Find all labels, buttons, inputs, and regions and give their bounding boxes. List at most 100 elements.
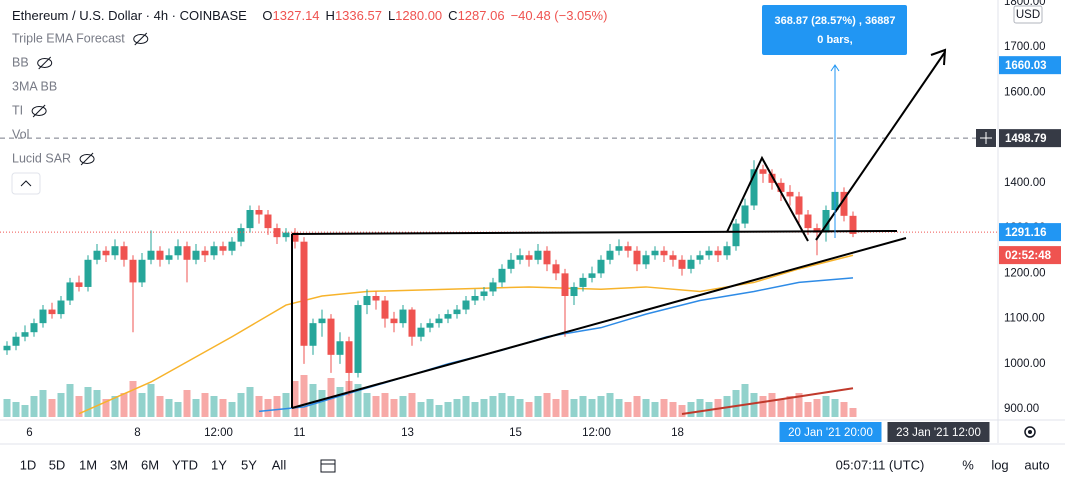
y-tick-label: 1200.00 — [1004, 267, 1046, 279]
symbol-legend: Ethereum / U.S. Dollar · 4h · COINBASE O… — [12, 8, 607, 23]
candle-body — [201, 250, 209, 256]
candle-body — [714, 250, 722, 256]
volume-bar — [795, 393, 803, 417]
range-button[interactable]: All — [272, 457, 287, 472]
settings-icon[interactable] — [1024, 426, 1036, 438]
time-label-box — [779, 422, 882, 442]
candle-body — [588, 273, 596, 278]
ohlc-value: 1327.14 — [273, 8, 320, 23]
volume-bar — [615, 399, 623, 417]
candle-body — [327, 318, 335, 355]
candle-body — [57, 300, 65, 315]
volume-bar — [507, 396, 515, 417]
volume-bar — [417, 402, 425, 417]
volume-bar — [822, 396, 830, 417]
volume-bar — [813, 399, 821, 417]
volume-bar — [453, 399, 461, 417]
candle-body — [435, 318, 443, 324]
volume-bar — [12, 402, 20, 417]
x-tick-label: 13 — [401, 427, 414, 439]
hidden-icon[interactable] — [79, 152, 95, 166]
range-button[interactable]: YTD — [172, 457, 198, 472]
volume-bar — [831, 399, 839, 417]
price-label: 1291.16 — [1005, 227, 1047, 239]
hidden-icon[interactable] — [133, 32, 149, 46]
range-button[interactable]: 5Y — [241, 457, 257, 472]
currency-box[interactable] — [1013, 5, 1043, 24]
ohlc-key: L — [388, 8, 395, 23]
candle-body — [624, 246, 632, 251]
volume-bar — [309, 384, 317, 417]
candle-body — [120, 246, 128, 260]
volume-bar — [363, 393, 371, 417]
candle-body — [579, 277, 587, 287]
range-button[interactable]: 1M — [79, 457, 97, 472]
candle-body — [165, 255, 173, 260]
range-button[interactable]: 5D — [49, 457, 66, 472]
volume-bar — [552, 399, 560, 417]
volume-bar — [138, 393, 146, 417]
indicator-name: Lucid SAR — [12, 151, 71, 165]
candle-body — [651, 250, 659, 256]
range-button[interactable]: 1Y — [211, 457, 227, 472]
candle-body — [777, 182, 785, 192]
candle-body — [561, 273, 569, 296]
candle-body — [489, 282, 497, 292]
y-tick-label: 1800.00 — [1004, 0, 1046, 8]
candle-body — [156, 250, 164, 260]
volume-average — [681, 387, 854, 415]
ohlc-value: 1280.00 — [395, 8, 442, 23]
candle-body — [282, 232, 290, 238]
volume-bar — [804, 402, 812, 417]
range-button[interactable]: 1D — [20, 457, 37, 472]
volume-bar — [219, 399, 227, 417]
y-tick-label: 1100.00 — [1004, 313, 1045, 325]
scale-option[interactable]: log — [991, 457, 1008, 472]
candle-body — [732, 223, 740, 247]
volume-bar — [210, 396, 218, 417]
candle-body — [471, 295, 479, 301]
volume-bar — [129, 381, 137, 417]
scale-option[interactable]: auto — [1024, 457, 1049, 472]
candle-body — [741, 205, 749, 224]
price-label-box — [999, 223, 1061, 242]
ohlc-key: C — [448, 8, 457, 23]
volume-bar — [183, 390, 191, 417]
candle-body — [93, 250, 101, 260]
candle-body — [183, 246, 191, 260]
volume-bar — [570, 399, 578, 417]
candle-body — [192, 250, 200, 260]
candle-body — [111, 246, 119, 256]
candle-body — [138, 259, 146, 283]
range-button[interactable]: 3M — [110, 457, 128, 472]
scale-option[interactable]: % — [962, 457, 974, 472]
volume-bar — [390, 399, 398, 417]
eye-slash — [134, 32, 148, 46]
candle-body — [336, 341, 344, 355]
countdown: 02:52:48 — [1005, 250, 1052, 262]
volume-bar — [372, 396, 380, 417]
volume-bar — [471, 402, 479, 417]
hidden-icon[interactable] — [31, 104, 47, 118]
candle-body — [804, 214, 812, 229]
resistance-line — [291, 230, 898, 235]
volume-bar — [489, 396, 497, 417]
date-range-icon[interactable] — [320, 459, 336, 473]
hidden-icon[interactable] — [37, 56, 53, 70]
symbol: Ethereum / U.S. Dollar · 4h · COINBASE — [12, 8, 247, 23]
volume-bar — [300, 375, 308, 417]
volume-bar — [147, 384, 155, 417]
x-tick-label: 6 — [26, 427, 32, 439]
volume-bar — [687, 402, 695, 417]
candle-body — [813, 228, 821, 233]
moving-average — [78, 254, 854, 415]
candle-body — [264, 214, 272, 229]
collapse-button[interactable] — [11, 172, 41, 195]
volume-bar — [75, 396, 83, 417]
support-line — [291, 237, 907, 409]
volume-bar — [651, 402, 659, 417]
y-tick-label: 1600.00 — [1004, 86, 1046, 98]
candle-body — [408, 309, 416, 337]
range-button[interactable]: 6M — [141, 457, 159, 472]
gear — [1024, 426, 1036, 438]
